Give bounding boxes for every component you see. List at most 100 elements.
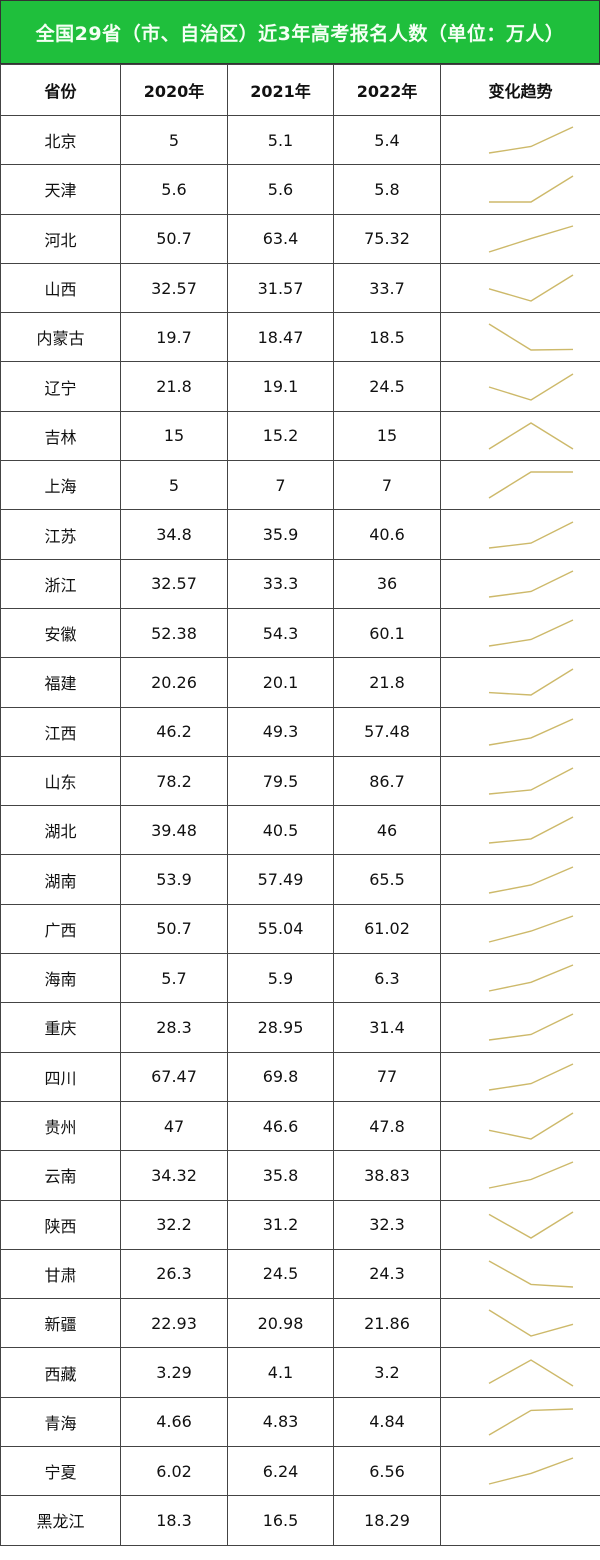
table-row: 甘肃 26.3 24.5 24.3 <box>0 1248 600 1300</box>
sparkline <box>488 1309 574 1338</box>
sparkline-line <box>488 471 573 499</box>
value-2020: 34.32 <box>120 1150 228 1201</box>
value-2020: 50.7 <box>120 903 228 955</box>
province-cell: 甘肃 <box>0 1248 121 1300</box>
value-2020: 3.29 <box>120 1347 228 1398</box>
table-row: 黑龙江 18.3 16.5 18.29 <box>0 1495 600 1546</box>
sparkline-line <box>488 126 574 154</box>
value-2022: 36 <box>333 558 441 609</box>
sparkline <box>488 570 574 598</box>
trend-cell <box>440 1396 600 1448</box>
value-2022: 6.56 <box>333 1446 441 1497</box>
value-2022: 4.84 <box>333 1396 441 1448</box>
sparkline-line <box>488 1309 574 1338</box>
trend-cell <box>440 657 600 708</box>
value-2021: 20.98 <box>227 1298 334 1349</box>
value-2021: 63.4 <box>227 213 334 264</box>
value-2022: 6.3 <box>333 953 441 1004</box>
value-2020: 67.47 <box>120 1051 228 1102</box>
sparkline-line <box>488 373 574 401</box>
sparkline <box>488 964 574 992</box>
sparkline <box>488 520 574 549</box>
province-cell: 内蒙古 <box>0 312 121 363</box>
sparkline-line <box>489 175 574 204</box>
trend-cell <box>440 1199 600 1250</box>
sparkline-line <box>488 1112 574 1140</box>
value-2022: 24.5 <box>333 361 441 412</box>
province-cell: 湖北 <box>0 805 121 856</box>
sparkline-line <box>488 1260 574 1288</box>
trend-cell <box>440 410 600 462</box>
sparkline <box>488 471 573 499</box>
trend-cell <box>440 1051 600 1102</box>
province-cell: 海南 <box>0 953 121 1004</box>
province-cell: 吉林 <box>0 410 121 462</box>
value-2020: 47 <box>120 1100 228 1152</box>
trend-cell <box>440 1002 600 1053</box>
trend-cell <box>440 213 600 264</box>
trend-cell <box>440 1100 600 1152</box>
value-2022: 65.5 <box>333 854 441 905</box>
province-cell: 江西 <box>0 706 121 757</box>
value-2020: 20.26 <box>120 657 228 708</box>
value-2021: 31.57 <box>227 262 334 314</box>
value-2022: 33.7 <box>333 262 441 314</box>
value-2021: 69.8 <box>227 1051 334 1102</box>
value-2020: 32.2 <box>120 1199 228 1250</box>
value-2021: 79.5 <box>227 755 334 807</box>
value-2021: 16.5 <box>227 1495 334 1546</box>
value-2021: 19.1 <box>227 361 334 412</box>
header-2021: 2021年 <box>227 64 334 116</box>
value-2021: 35.8 <box>227 1150 334 1201</box>
table-row: 山西 32.57 31.57 33.7 <box>0 262 600 314</box>
sparkline <box>488 767 574 795</box>
table-row: 内蒙古 19.7 18.47 18.5 <box>0 312 600 363</box>
sparkline-line <box>488 1457 574 1485</box>
table-row: 广西 50.7 55.04 61.02 <box>0 903 600 955</box>
sparkline <box>488 865 574 894</box>
enrollment-table: 省份 2020年 2021年 2022年 变化趋势 北京 5 5.1 5.4 天津 5.6… <box>0 64 600 1546</box>
province-cell: 北京 <box>0 114 121 166</box>
sparkline-line <box>488 964 574 992</box>
value-2021: 24.5 <box>227 1248 334 1300</box>
value-2020: 15 <box>120 410 228 462</box>
value-2020: 19.7 <box>120 312 228 363</box>
sparkline-line <box>488 570 574 598</box>
table-row: 西藏 3.29 4.1 3.2 <box>0 1347 600 1398</box>
sparkline <box>488 718 574 746</box>
value-2020: 5 <box>120 460 228 511</box>
sparkline-line <box>488 816 574 844</box>
sparkline-line <box>488 1161 574 1190</box>
trend-cell <box>440 558 600 609</box>
province-cell: 河北 <box>0 213 121 264</box>
value-2021: 4.83 <box>227 1396 334 1448</box>
value-2020: 5.7 <box>120 953 228 1004</box>
sparkline <box>488 1260 574 1288</box>
value-2020: 32.57 <box>120 558 228 609</box>
value-2022: 47.8 <box>333 1100 441 1152</box>
sparkline-line <box>488 668 574 697</box>
table-row: 北京 5 5.1 5.4 <box>0 114 600 166</box>
table-row: 宁夏 6.02 6.24 6.56 <box>0 1446 600 1497</box>
province-cell: 四川 <box>0 1051 121 1102</box>
trend-cell <box>440 953 600 1004</box>
sparkline <box>488 915 574 943</box>
sparkline-line <box>488 225 574 253</box>
sparkline <box>488 1211 574 1239</box>
value-2021: 28.95 <box>227 1002 334 1053</box>
sparkline-line <box>488 865 574 894</box>
sparkline <box>488 668 574 697</box>
value-2022: 57.48 <box>333 706 441 757</box>
province-cell: 天津 <box>0 164 121 215</box>
value-2021: 46.6 <box>227 1100 334 1152</box>
trend-cell <box>440 460 600 511</box>
sparkline-line <box>488 323 574 352</box>
sparkline <box>488 323 574 352</box>
sparkline-line <box>488 1358 574 1387</box>
province-cell: 重庆 <box>0 1002 121 1053</box>
value-2022: 60.1 <box>333 607 441 659</box>
sparkline <box>488 619 574 647</box>
sparkline-line <box>488 422 574 450</box>
value-2020: 5.6 <box>120 164 228 215</box>
value-2021: 35.9 <box>227 509 334 560</box>
